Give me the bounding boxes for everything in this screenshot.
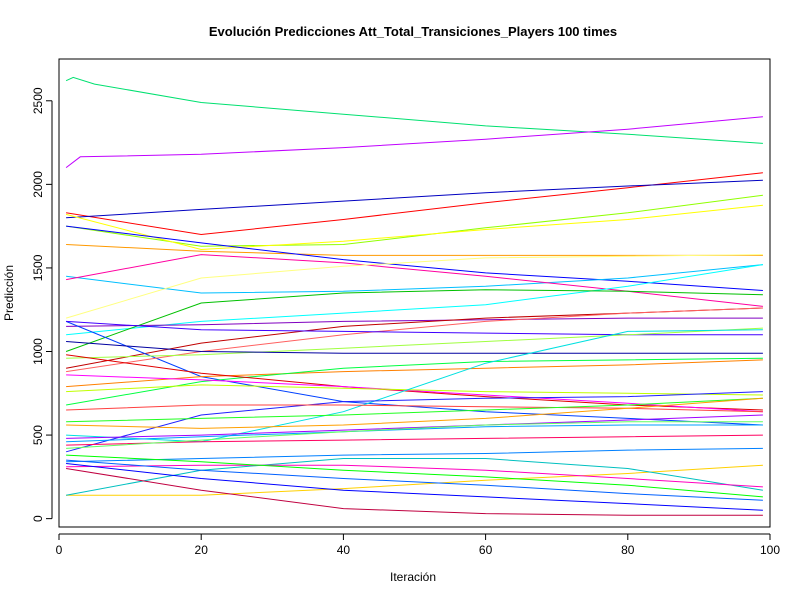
series-line-12 bbox=[66, 264, 763, 336]
series-line-14 bbox=[65, 289, 763, 352]
series-line-17 bbox=[66, 307, 763, 373]
series-line-10 bbox=[66, 254, 763, 307]
series-line-5 bbox=[66, 194, 763, 247]
series-line-23 bbox=[66, 341, 763, 354]
plot-frame bbox=[58, 58, 771, 528]
series-line-35 bbox=[66, 447, 763, 463]
series-line-24 bbox=[66, 374, 763, 413]
y-tick-label: 500 bbox=[31, 425, 45, 445]
y-tick-label: 2000 bbox=[31, 171, 45, 198]
series-line-40 bbox=[66, 468, 763, 516]
series-line-36 bbox=[66, 464, 763, 496]
y-tick-label: 1000 bbox=[31, 338, 45, 365]
series-line-18 bbox=[66, 320, 763, 336]
y-tick-label: 1500 bbox=[31, 254, 45, 281]
y-axis-label: Predicción bbox=[2, 265, 16, 321]
series-line-1 bbox=[65, 76, 763, 144]
series-line-4 bbox=[66, 179, 763, 219]
x-tick-label: 40 bbox=[337, 543, 351, 557]
series-line-34 bbox=[66, 421, 763, 449]
x-tick-label: 80 bbox=[621, 543, 635, 557]
y-tick-label: 2500 bbox=[31, 87, 45, 114]
series-line-3 bbox=[66, 172, 763, 236]
x-axis-label: Iteración bbox=[390, 570, 436, 584]
y-tick-label: 0 bbox=[31, 515, 45, 522]
series-line-33 bbox=[66, 434, 763, 446]
x-tick-label: 100 bbox=[760, 543, 780, 557]
series-line-28 bbox=[66, 404, 763, 413]
x-tick-label: 0 bbox=[56, 543, 63, 557]
series-line-9 bbox=[66, 264, 763, 294]
series-line-42 bbox=[66, 459, 763, 501]
chart-title: Evolución Predicciones Att_Total_Transic… bbox=[209, 24, 617, 39]
series-line-31 bbox=[66, 414, 763, 439]
series-line-27 bbox=[65, 391, 763, 453]
series-line-41 bbox=[66, 454, 763, 498]
series-line-25 bbox=[66, 384, 763, 396]
series-line-26 bbox=[66, 329, 763, 443]
series-line-29 bbox=[66, 397, 763, 423]
series-line-39 bbox=[66, 463, 763, 511]
series-line-21 bbox=[66, 357, 763, 406]
series-line-2 bbox=[65, 116, 763, 168]
series-line-11 bbox=[65, 254, 763, 319]
series-line-38 bbox=[66, 464, 763, 488]
x-tick-label: 20 bbox=[195, 543, 209, 557]
series-line-30 bbox=[66, 397, 763, 429]
series-layer bbox=[65, 76, 763, 516]
series-line-7 bbox=[66, 244, 763, 256]
y-axis: 0 500 1000 1500 2000 2500 bbox=[31, 87, 53, 522]
x-axis: 0 20 40 60 80 100 bbox=[56, 533, 780, 557]
series-line-19 bbox=[66, 327, 763, 359]
series-line-6 bbox=[65, 204, 763, 251]
x-tick-label: 60 bbox=[479, 543, 493, 557]
series-line-20 bbox=[66, 359, 763, 388]
series-line-22 bbox=[66, 354, 763, 411]
series-line-13 bbox=[66, 317, 763, 327]
series-line-37 bbox=[66, 458, 763, 496]
series-line-32 bbox=[66, 424, 763, 443]
